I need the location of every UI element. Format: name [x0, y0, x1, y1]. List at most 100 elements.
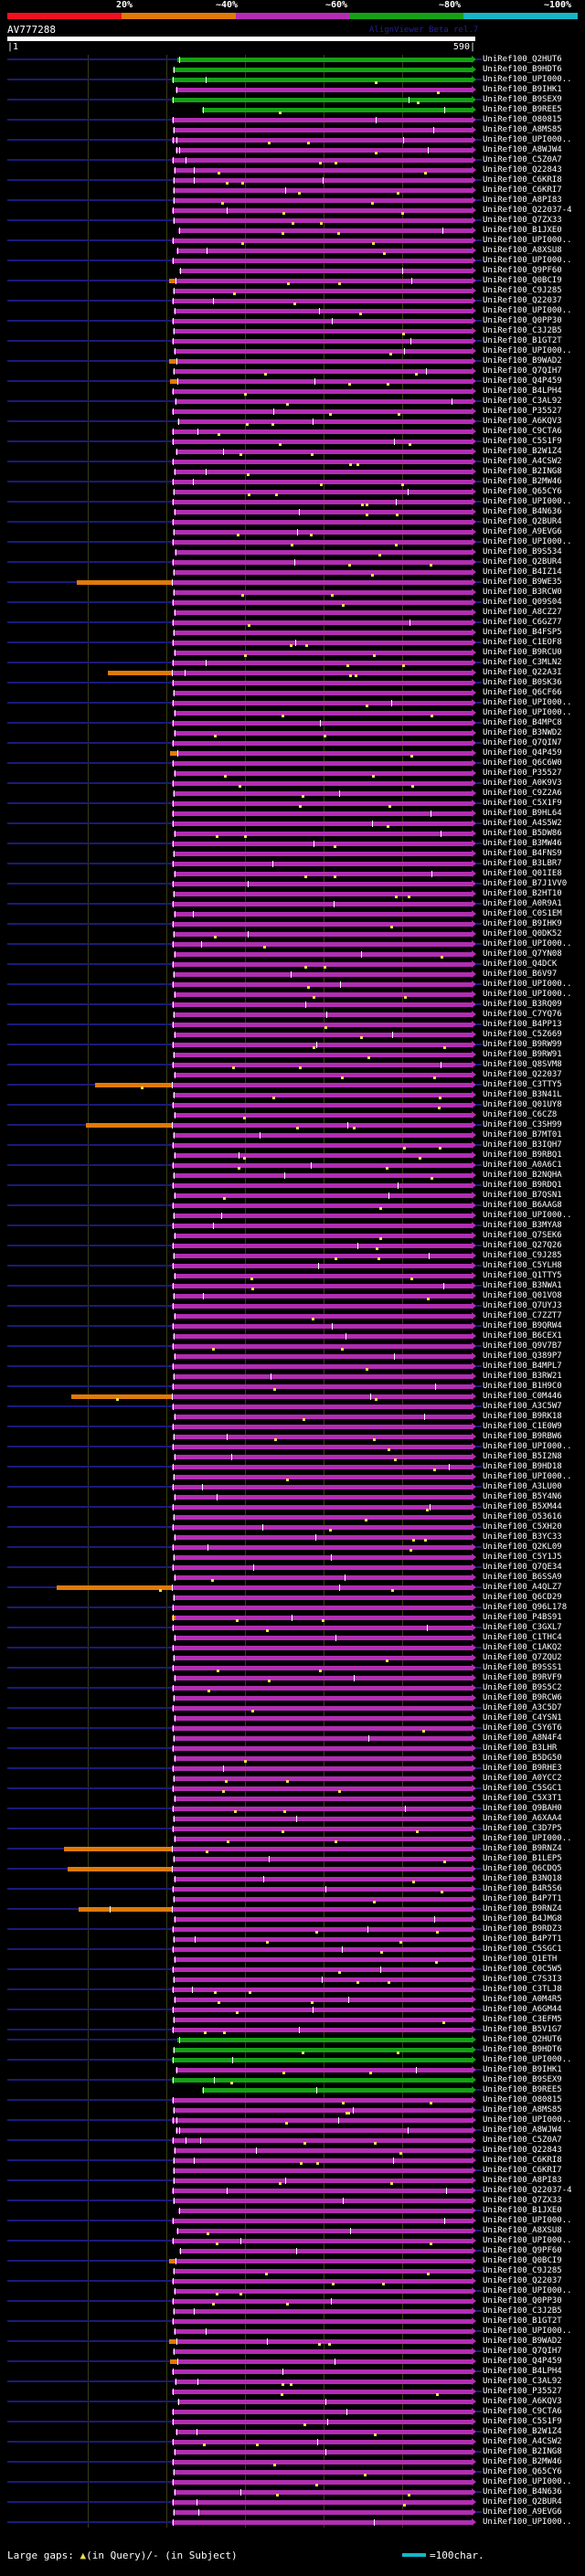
alignment-row[interactable]: UniRef100_B4PP13 [0, 1020, 585, 1030]
alignment-row[interactable]: UniRef100_Q7QE34 [0, 1563, 585, 1573]
alignment-row[interactable]: UniRef100_C7ZZT7 [0, 1311, 585, 1321]
hsp-bar[interactable] [174, 1716, 472, 1721]
hsp-bar[interactable] [172, 620, 472, 625]
hit-label[interactable]: UniRef100_A8MS85 [483, 2105, 562, 2115]
hsp-bar[interactable] [173, 1475, 472, 1479]
hsp-bar[interactable] [172, 2239, 472, 2243]
hsp-bar[interactable] [173, 1937, 472, 1942]
hsp-bar-secondary[interactable] [172, 1394, 472, 1399]
hsp-bar[interactable] [172, 2440, 472, 2444]
hit-label[interactable]: UniRef100_A0A6C1 [483, 1161, 562, 1170]
hit-label[interactable]: UniRef100_O80815 [483, 2095, 562, 2104]
alignment-row[interactable]: UniRef100_B4MPL7 [0, 1362, 585, 1372]
alignment-row[interactable]: UniRef100_A8WJW4 [0, 2125, 585, 2136]
hsp-bar-secondary[interactable] [176, 1616, 472, 1620]
hsp-bar[interactable] [173, 188, 472, 193]
hsp-bar-secondary[interactable] [172, 580, 472, 585]
alignment-row[interactable]: UniRef100_Q01IE8 [0, 869, 585, 879]
hsp-bar[interactable] [174, 2148, 472, 2153]
hsp-bar[interactable] [173, 2048, 472, 2052]
hsp-bar[interactable] [172, 1786, 472, 1791]
hsp-bar[interactable] [176, 450, 472, 454]
alignment-row[interactable]: UniRef100_C3D7P5 [0, 1824, 585, 1834]
alignment-row[interactable]: UniRef100_Q389P7 [0, 1352, 585, 1362]
hsp-bar[interactable] [172, 1224, 472, 1228]
hsp-bar[interactable] [175, 2380, 472, 2384]
hit-label[interactable]: UniRef100_A6XAA4 [483, 1814, 562, 1823]
hsp-bar[interactable] [176, 249, 472, 253]
alignment-row[interactable]: UniRef100_A8XSU8 [0, 2226, 585, 2236]
hit-label[interactable]: UniRef100_Q7SEK6 [483, 1231, 562, 1240]
hsp-bar-secondary[interactable] [172, 1907, 472, 1912]
hit-label[interactable]: UniRef100_A4S5W2 [483, 819, 562, 828]
alignment-row[interactable]: UniRef100_B7J1VV0 [0, 879, 585, 889]
alignment-row[interactable]: UniRef100_B9SEX9 [0, 2075, 585, 2085]
hit-label[interactable]: UniRef100_C6GZ77 [483, 618, 562, 627]
hit-label[interactable]: UniRef100_B3LHR [483, 1744, 558, 1753]
hit-label[interactable]: UniRef100_B9IHK1 [483, 85, 562, 94]
hit-label[interactable]: UniRef100_UPI000.. [483, 2115, 572, 2125]
hsp-bar[interactable] [173, 2510, 472, 2515]
alignment-row[interactable]: UniRef100_C5X3T1 [0, 1794, 585, 1804]
alignment-row[interactable]: UniRef100_UPI000.. [0, 698, 585, 708]
hit-label[interactable]: UniRef100_Q65CY6 [483, 2467, 562, 2476]
hit-label[interactable]: UniRef100_UPI000.. [483, 980, 572, 989]
hsp-bar[interactable] [172, 138, 472, 143]
hsp-bar[interactable] [173, 2269, 472, 2274]
hit-label[interactable]: UniRef100_A0YCC2 [483, 1774, 562, 1783]
alignment-row[interactable]: UniRef100_B3NQ18 [0, 1874, 585, 1884]
alignment-row[interactable]: UniRef100_B3MYA8 [0, 1221, 585, 1231]
alignment-row[interactable]: UniRef100_C7S3I3 [0, 1975, 585, 1985]
alignment-row[interactable]: UniRef100_C9CTA6 [0, 2407, 585, 2417]
hsp-bar[interactable] [172, 1445, 472, 1449]
hsp-bar[interactable] [174, 1797, 472, 1801]
hsp-bar[interactable] [172, 902, 472, 906]
alignment-row[interactable]: UniRef100_Q4P459 [0, 376, 585, 387]
alignment-row[interactable]: UniRef100_Q22037 [0, 2276, 585, 2286]
hsp-bar[interactable] [175, 550, 472, 555]
alignment-row[interactable]: UniRef100_Q6CF66 [0, 688, 585, 698]
alignment-row[interactable]: UniRef100_A6KQV3 [0, 2397, 585, 2407]
hsp-bar[interactable] [172, 239, 472, 243]
hit-label[interactable]: UniRef100_Q27Q26 [483, 1241, 562, 1250]
hsp-bar[interactable] [172, 1364, 472, 1369]
hit-label[interactable]: UniRef100_Q1ETH [483, 1955, 558, 1964]
hsp-bar[interactable] [173, 932, 472, 937]
alignment-row[interactable]: UniRef100_Q0DK52 [0, 929, 585, 939]
hsp-bar[interactable] [174, 309, 472, 313]
alignment-row[interactable]: UniRef100_UPI000.. [0, 497, 585, 507]
alignment-row[interactable]: UniRef100_C5Z0A7 [0, 2136, 585, 2146]
alignment-row[interactable]: UniRef100_B5DW86 [0, 829, 585, 839]
hit-label[interactable]: UniRef100_C3GXL7 [483, 1623, 562, 1632]
alignment-row[interactable]: UniRef100_Q4P459 [0, 748, 585, 758]
alignment-row[interactable]: UniRef100_UPI000.. [0, 1834, 585, 1844]
hit-label[interactable]: UniRef100_B4IZ14 [483, 567, 562, 577]
hsp-bar[interactable] [172, 118, 472, 122]
hsp-bar[interactable] [172, 1043, 472, 1047]
alignment-row[interactable]: UniRef100_Q01VO8 [0, 1291, 585, 1301]
hit-label[interactable]: UniRef100_B4MPC8 [483, 718, 562, 727]
hsp-bar[interactable] [174, 1234, 472, 1238]
hsp-bar[interactable] [173, 178, 472, 183]
hit-label[interactable]: UniRef100_B6V97 [483, 970, 558, 979]
hsp-bar[interactable] [174, 1033, 472, 1037]
hit-label[interactable]: UniRef100_A8PI83 [483, 196, 562, 205]
alignment-row[interactable]: UniRef100_A8MS85 [0, 125, 585, 135]
hsp-bar[interactable] [173, 2108, 472, 2113]
hit-label[interactable]: UniRef100_UPI000.. [483, 2216, 572, 2225]
hit-label[interactable]: UniRef100_B2MW46 [483, 2457, 562, 2466]
alignment-row[interactable]: UniRef100_B9RNZ4 [0, 1844, 585, 1854]
hsp-bar[interactable] [172, 2410, 472, 2414]
hit-label[interactable]: UniRef100_B4FSP5 [483, 628, 562, 637]
alignment-row[interactable]: UniRef100_Q6C6W0 [0, 758, 585, 769]
hsp-bar[interactable] [174, 610, 472, 615]
hsp-bar[interactable] [173, 1696, 472, 1701]
hsp-bar[interactable] [172, 440, 472, 444]
hsp-bar[interactable] [172, 721, 472, 726]
hsp-bar[interactable] [172, 822, 472, 826]
hsp-bar[interactable] [172, 1927, 472, 1932]
hsp-bar[interactable] [173, 691, 472, 695]
hit-label[interactable]: UniRef100_B9WE35 [483, 578, 562, 587]
alignment-row[interactable]: UniRef100_UPI000.. [0, 2327, 585, 2337]
alignment-row[interactable]: UniRef100_B9RNZ4 [0, 1904, 585, 1914]
